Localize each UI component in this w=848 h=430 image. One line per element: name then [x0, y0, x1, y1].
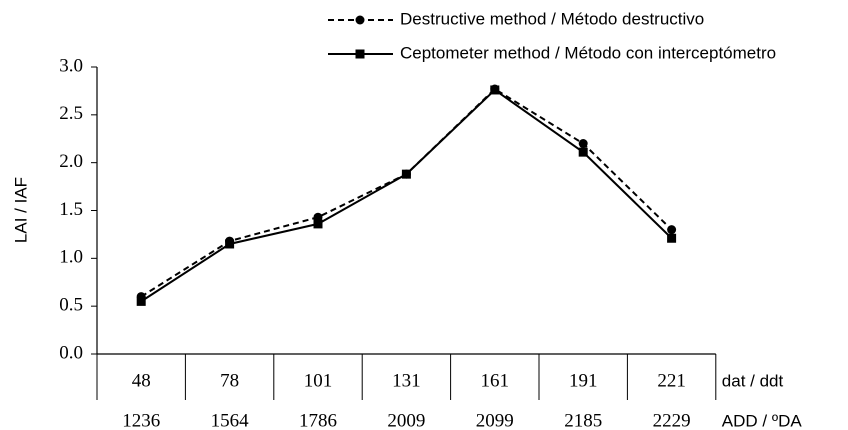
x-tick-label: 191 [569, 370, 598, 391]
data-point [490, 85, 500, 95]
data-point [313, 219, 323, 229]
x-row-name: ADD / ºDA [722, 411, 803, 430]
x-tick-label: 78 [220, 370, 239, 391]
data-point [667, 225, 677, 235]
series-line [140, 87, 673, 298]
x-tick-label: 161 [481, 370, 510, 391]
x-tick-label: 1236 [122, 410, 160, 430]
data-point [136, 296, 146, 306]
y-tick-label: 0.5 [59, 295, 83, 316]
series-line [140, 88, 673, 303]
x-tick-label: 2185 [564, 410, 602, 430]
y-tick-label: 1.0 [59, 247, 83, 268]
x-tick-label: 2099 [476, 410, 514, 430]
data-point [578, 139, 588, 149]
data-point [225, 239, 235, 249]
y-tick-label: 2.0 [59, 151, 83, 172]
x-tick-label: 131 [392, 370, 421, 391]
x-row-name: dat / ddt [722, 371, 784, 390]
data-point [578, 147, 588, 157]
y-tick-label: 0.0 [59, 342, 83, 363]
legend-marker [355, 49, 365, 59]
y-tick-label: 2.5 [59, 103, 83, 124]
x-tick-label: 1786 [299, 410, 337, 430]
x-tick-label: 101 [304, 370, 333, 391]
y-tick-label: 3.0 [59, 55, 83, 76]
x-tick-label: 48 [132, 370, 151, 391]
y-axis-label: LAI / IAF [11, 177, 30, 243]
x-tick-label: 2229 [653, 410, 691, 430]
legend-label: Ceptometer method / Método con intercept… [400, 43, 776, 62]
legend-marker [355, 15, 365, 25]
legend-label: Destructive method / Método destructivo [400, 9, 704, 28]
data-point [401, 169, 411, 179]
data-point [667, 233, 677, 243]
y-tick-label: 1.5 [59, 199, 83, 220]
x-tick-label: 221 [657, 370, 686, 391]
x-tick-label: 2009 [387, 410, 425, 430]
x-tick-label: 1564 [211, 410, 250, 430]
